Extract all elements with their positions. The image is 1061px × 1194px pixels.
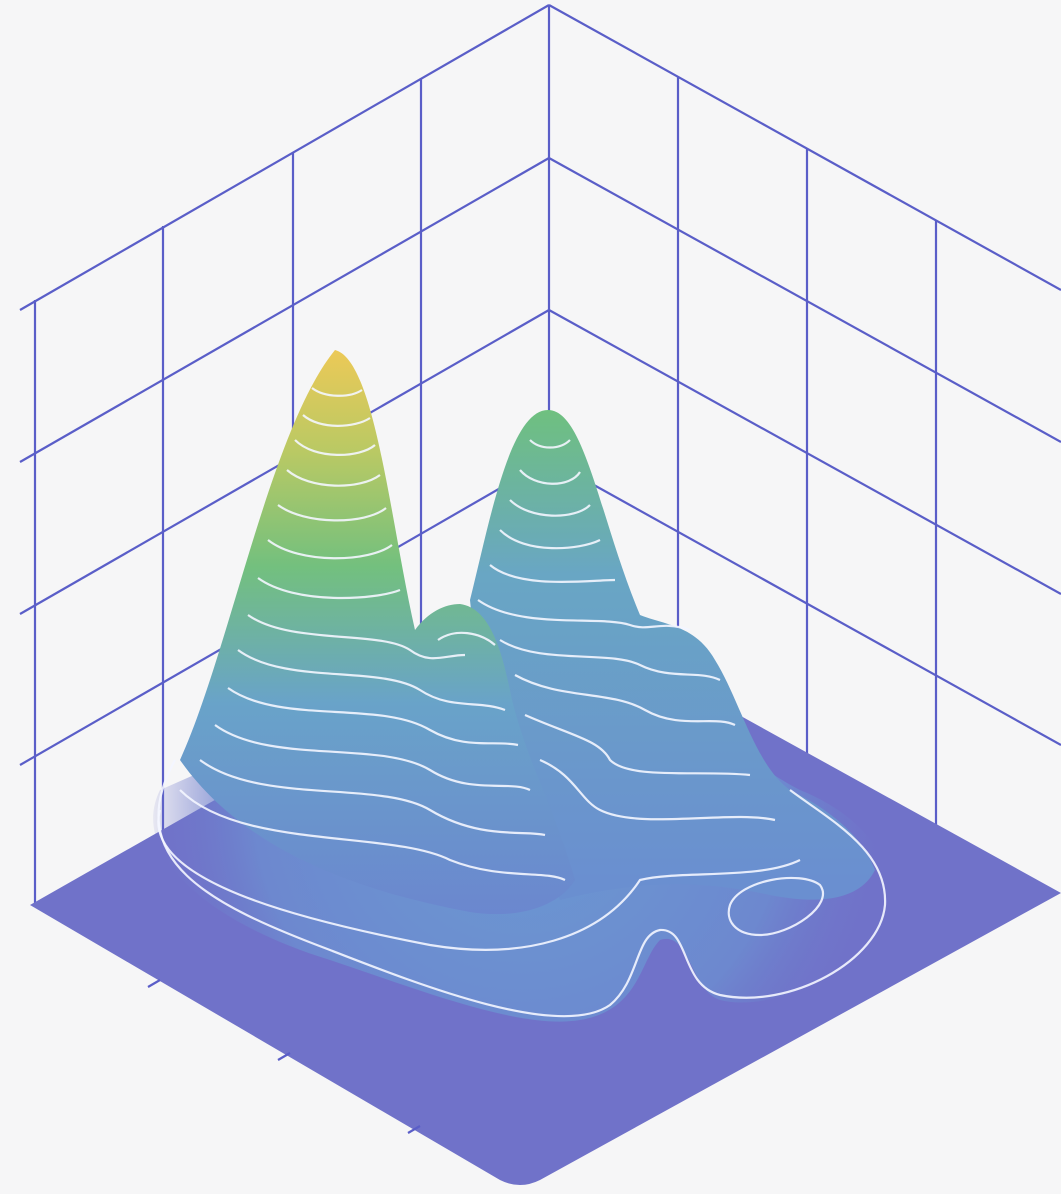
grid-line — [548, 4, 1061, 291]
contour-line — [477, 599, 691, 632]
contour-line — [499, 529, 601, 550]
contour-line — [489, 564, 616, 584]
contour-line — [179, 789, 566, 881]
contour-line — [227, 687, 519, 747]
tick — [147, 979, 161, 988]
contour-line — [267, 539, 393, 560]
contour-line — [294, 439, 376, 456]
grid-line — [548, 157, 1061, 443]
floor-ticks — [147, 979, 421, 1134]
contour-line — [199, 759, 546, 837]
contour-line — [157, 809, 801, 951]
contour-line — [437, 631, 496, 646]
contour-line — [499, 639, 721, 681]
contour-line — [539, 758, 776, 822]
back-peak — [470, 410, 875, 900]
grid-line — [548, 309, 1061, 595]
contour-line — [311, 387, 363, 397]
contour-line — [529, 439, 571, 449]
contour-line — [237, 649, 506, 712]
contour-line — [727, 876, 824, 937]
contours — [157, 387, 887, 1018]
contour-line — [302, 414, 371, 427]
front-peak — [180, 350, 575, 915]
tick — [277, 1052, 291, 1061]
contour-line — [286, 469, 381, 487]
grid-line — [548, 459, 1061, 746]
grid-line — [19, 157, 550, 463]
grid-line — [19, 4, 550, 311]
tick — [407, 1125, 421, 1134]
contour-line — [509, 499, 591, 517]
contour-line — [257, 577, 401, 600]
contour-line — [247, 614, 466, 660]
contour-line — [214, 724, 531, 792]
contour-line — [524, 713, 751, 777]
contour-line — [514, 674, 736, 727]
contour-line — [277, 504, 387, 522]
contour-line — [519, 469, 581, 485]
contour-line — [157, 759, 887, 1018]
